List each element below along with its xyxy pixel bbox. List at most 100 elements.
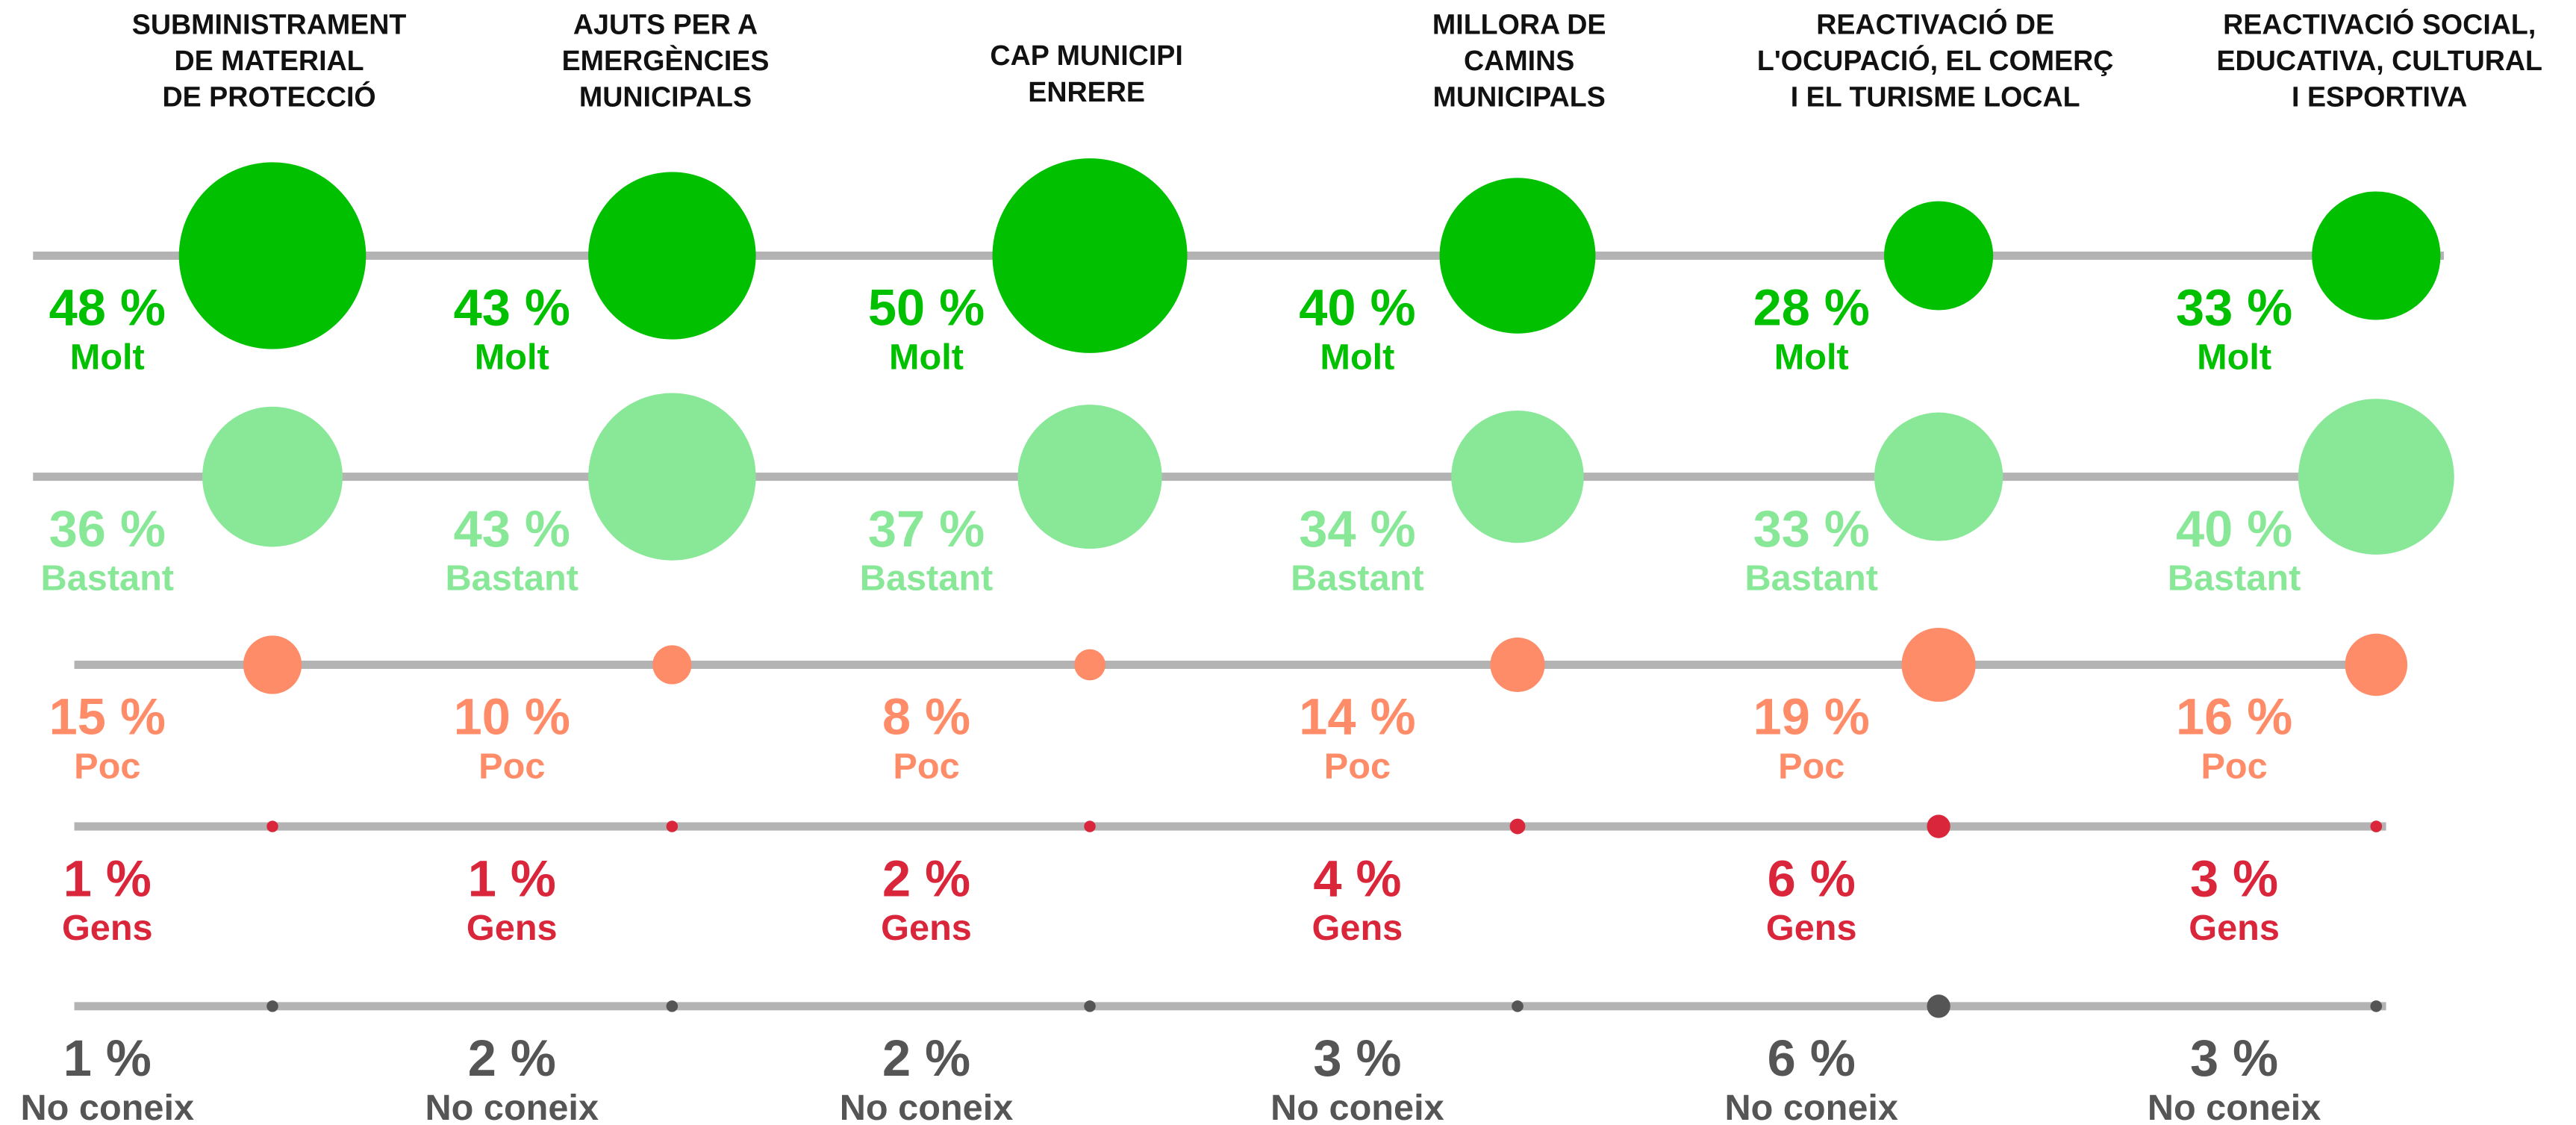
value-label: 48 % [49,279,166,337]
column-title: REACTIVACIÓ DE [1816,8,2054,40]
series-name: No coneix [425,1088,599,1125]
value-label: 2 % [882,1029,970,1087]
series-name: No coneix [1725,1088,1899,1125]
bubble [1927,814,1950,838]
bubble [1509,818,1526,835]
value-label: 3 % [2190,1029,2278,1087]
bubble [1084,820,1096,832]
value-label: 16 % [2176,688,2292,746]
value-label: 15 % [49,688,166,746]
bubble [1490,637,1545,693]
column-title: I ESPORTIVA [2292,81,2467,113]
series-name: Bastant [41,558,174,599]
value-label: 1 % [468,850,556,907]
bubble [1927,994,1950,1018]
series-name: Bastant [1291,558,1423,599]
column-title: DE MATERIAL [175,45,364,76]
value-label: 43 % [454,500,570,558]
bubble [588,393,756,561]
series-name: Gens [1766,908,1857,948]
series-name: Poc [74,747,140,787]
value-label: 3 % [2190,850,2278,907]
value-label: 2 % [468,1029,556,1087]
bubble [1074,649,1105,681]
column-title: ENRERE [1028,76,1145,107]
value-label: 6 % [1768,1029,1856,1087]
series-name: Bastant [2168,558,2301,599]
value-label: 33 % [2176,279,2292,337]
value-label: 10 % [454,688,570,746]
column-title: MUNICIPALS [1433,81,1606,113]
bubble [266,1000,278,1012]
column-title: EDUCATIVA, CULTURAL [2216,45,2542,76]
series-name: Molt [1320,337,1394,378]
series-name: Poc [478,747,545,787]
value-label: 28 % [1753,279,1870,337]
column-title: SUBMINISTRAMENT [132,8,407,40]
bubble [2312,191,2441,320]
column-title: L'OCUPACIÓ, EL COMERÇ [1757,45,2114,76]
bubble [1884,201,1994,311]
series-name: Poc [893,747,959,787]
series-name: Molt [475,337,549,378]
bubble [1901,627,1976,702]
series-name: No coneix [840,1088,1014,1125]
bubble [2298,399,2454,555]
bubble [1084,1000,1096,1012]
value-label: 6 % [1768,850,1856,907]
bubble [1512,1000,1524,1012]
series-name: Gens [467,908,558,948]
bubble [243,635,302,694]
series-name: No coneix [1270,1088,1444,1125]
series-name: Gens [62,908,153,948]
column-title: DE PROTECCIÓ [162,81,375,113]
value-label: 1 % [63,1029,152,1087]
bubble [666,1000,679,1012]
value-label: 8 % [882,688,970,746]
column-title: CAP MUNICIPI [990,40,1182,71]
series-name: Gens [1312,908,1403,948]
bubble [1451,410,1584,543]
series-name: No coneix [21,1088,195,1125]
value-label: 43 % [454,279,570,337]
value-label: 33 % [1753,500,1870,558]
value-label: 4 % [1313,850,1401,907]
value-label: 1 % [63,850,152,907]
bubble [2370,820,2383,832]
series-name: Gens [881,908,972,948]
value-label: 2 % [882,850,970,907]
series-name: No coneix [2148,1088,2321,1125]
column-title: EMERGÈNCIES [562,45,770,76]
series-name: Molt [1774,337,1849,378]
bubble [2345,633,2408,696]
series-name: Poc [1778,747,1844,787]
column-title: CAMINS [1464,45,1574,76]
bubble [1439,178,1596,334]
bubble [588,172,756,340]
series-name: Gens [2189,908,2280,948]
value-label: 50 % [868,279,985,337]
series-name: Molt [2197,337,2271,378]
series-name: Poc [1324,747,1391,787]
series-name: Bastant [860,558,993,599]
series-name: Bastant [446,558,578,599]
bubble [178,162,367,349]
column-title: AJUTS PER A [573,8,758,40]
bubble [666,820,679,832]
bubble [1874,412,2003,541]
series-name: Poc [2201,747,2267,787]
column-title: MILLORA DE [1432,8,1606,40]
value-label: 19 % [1753,688,1870,746]
bubble [1017,405,1162,549]
series-name: Molt [889,337,964,378]
column-title: REACTIVACIÓ SOCIAL, [2223,8,2536,40]
value-label: 40 % [2176,500,2292,558]
value-label: 37 % [868,500,985,558]
bubble [202,406,343,547]
series-name: Bastant [1745,558,1878,599]
series-name: Molt [70,337,145,378]
value-label: 14 % [1299,688,1415,746]
column-title: I EL TURISME LOCAL [1791,81,2080,113]
